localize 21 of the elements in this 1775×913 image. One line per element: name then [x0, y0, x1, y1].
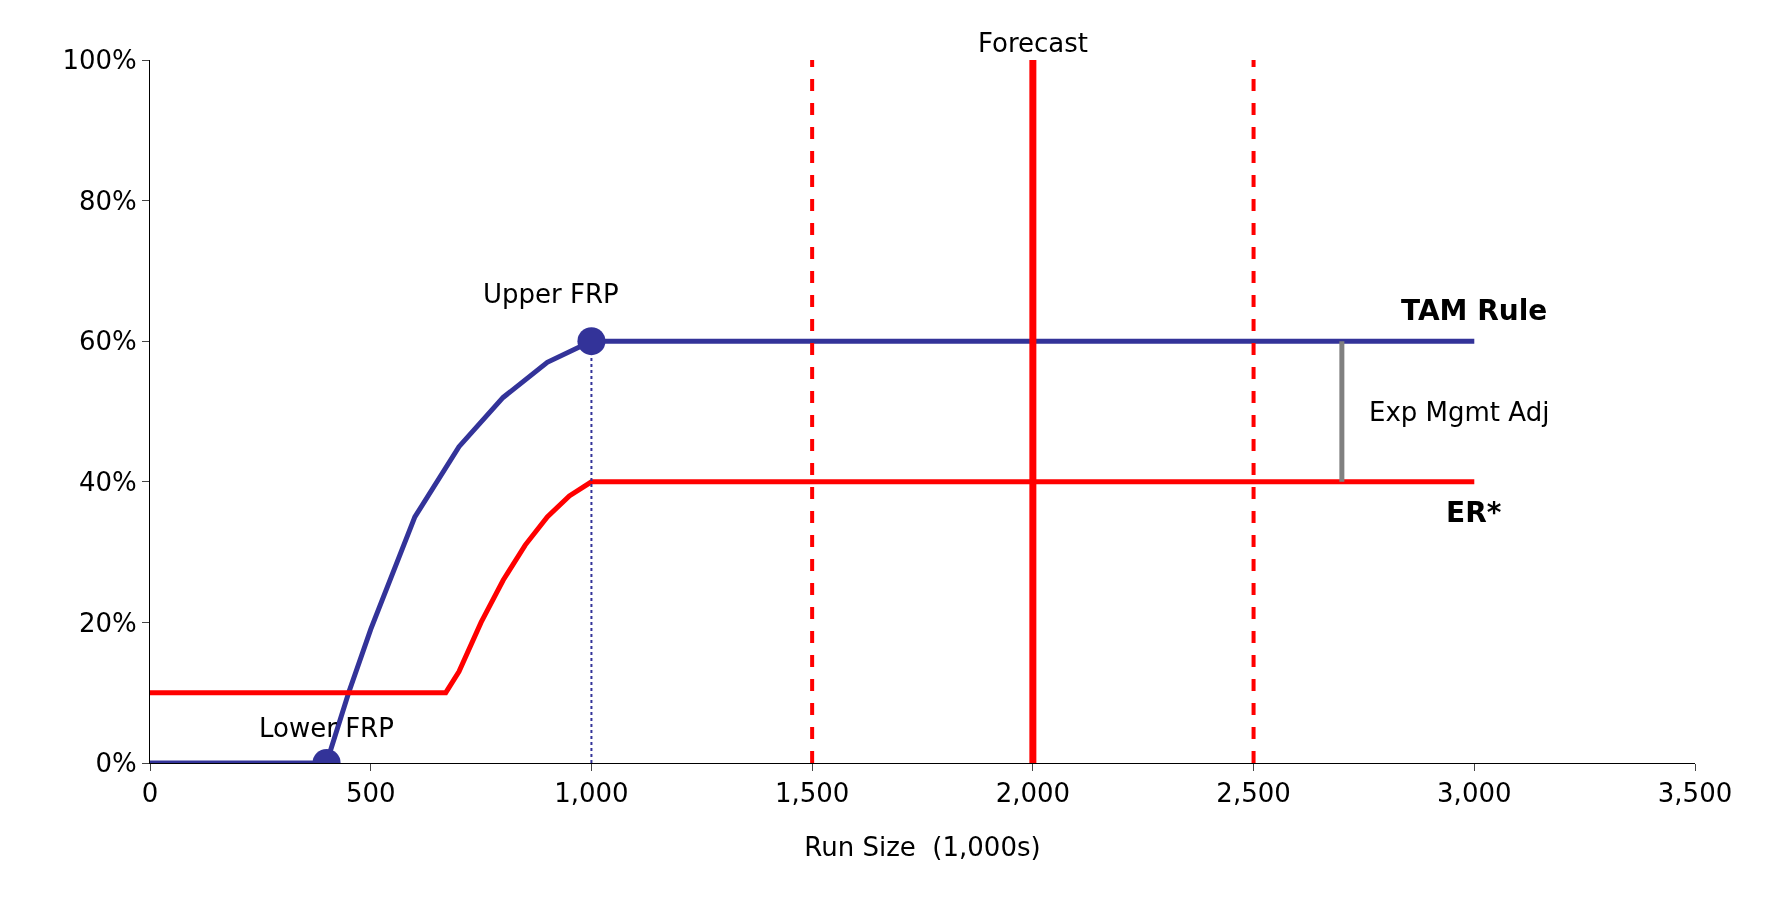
annotation: Exp Mgmt Adj [1369, 397, 1550, 427]
x-axis-title: Run Size (1,000s) [804, 831, 1041, 862]
y-tick-label: 0% [95, 748, 137, 779]
x-tick-label: 1,500 [774, 778, 850, 809]
annotation: Upper FRP [483, 279, 619, 309]
x-tick-label: 0 [141, 778, 159, 809]
y-tick-label: 20% [79, 607, 137, 638]
y-tick-label: 40% [79, 466, 137, 497]
x-tick-label: 3,500 [1657, 778, 1733, 809]
series-label: TAM Rule [1401, 294, 1548, 327]
series-label: ER* [1446, 496, 1502, 529]
x-tick-label: 3,000 [1437, 778, 1512, 809]
x-tick-label: 2,000 [995, 778, 1071, 809]
y-tick-label: 100% [62, 45, 137, 76]
x-tick-label: 2,500 [1216, 778, 1291, 809]
x-tick-label: 1,000 [554, 778, 629, 809]
y-tick-label: 60% [79, 326, 137, 357]
y-tick-label: 80% [79, 185, 137, 216]
ref-line-label: Forecast [978, 28, 1089, 58]
annotation: Lower FRP [259, 713, 394, 743]
x-tick-label: 500 [345, 778, 396, 809]
